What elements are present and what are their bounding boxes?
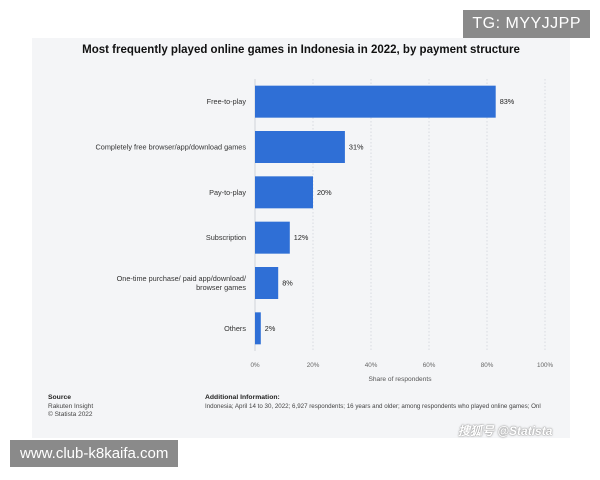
category-label: Free-to-play [207,97,247,106]
source-heading: Source [48,394,72,401]
watermark: 搜狐号 @Statista [458,424,553,438]
category-label-line: Subscription [206,233,246,242]
chart-title: Most frequently played online games in I… [82,44,520,56]
category-label-line: Pay-to-play [209,188,246,197]
x-tick-label: 40% [365,362,378,369]
bar [255,131,345,163]
value-label: 12% [294,233,309,242]
category-label: One-time purchase/ paid app/download/bro… [117,274,247,292]
category-label: Pay-to-play [209,188,246,197]
bar [255,312,261,345]
bar [255,267,279,299]
copyright-line: © Statista 2022 [48,411,93,418]
source-block: Source Rakuten Insight © Statista 2022 [48,394,93,420]
value-label: 8% [282,279,293,288]
category-label-line: Free-to-play [207,97,247,106]
bar [255,176,313,209]
x-tick-label: 20% [307,362,320,369]
additional-info-heading: Additional Information: [205,394,280,401]
value-label: 20% [317,188,332,197]
x-tick-label: 80% [481,362,494,369]
site-url-badge: www.club-k8kaifa.com [10,440,179,467]
x-tick-label: 60% [423,362,436,369]
bar [255,85,496,118]
category-label: Others [224,324,246,333]
additional-info-text: Indonesia; April 14 to 30, 2022; 6,927 r… [205,402,541,410]
value-label: 83% [500,97,515,106]
x-axis-title: Share of respondents [368,376,432,383]
tg-badge: TG: MYYJJPP [463,10,590,38]
category-label: Completely free browser/app/download gam… [96,143,247,152]
x-tick-label: 0% [250,362,260,369]
value-label: 2% [265,324,276,333]
category-label-line: browser games [196,283,246,292]
x-tick-label: 100% [537,362,554,369]
value-label: 31% [349,143,364,152]
category-label-line: One-time purchase/ paid app/download/ [117,274,247,283]
category-label-line: Completely free browser/app/download gam… [96,143,247,152]
source-line: Rakuten Insight [48,402,94,410]
bar [255,221,290,254]
category-label-line: Others [224,324,246,333]
category-label: Subscription [206,233,246,242]
additional-info-block: Additional Information: Indonesia; April… [205,394,569,411]
